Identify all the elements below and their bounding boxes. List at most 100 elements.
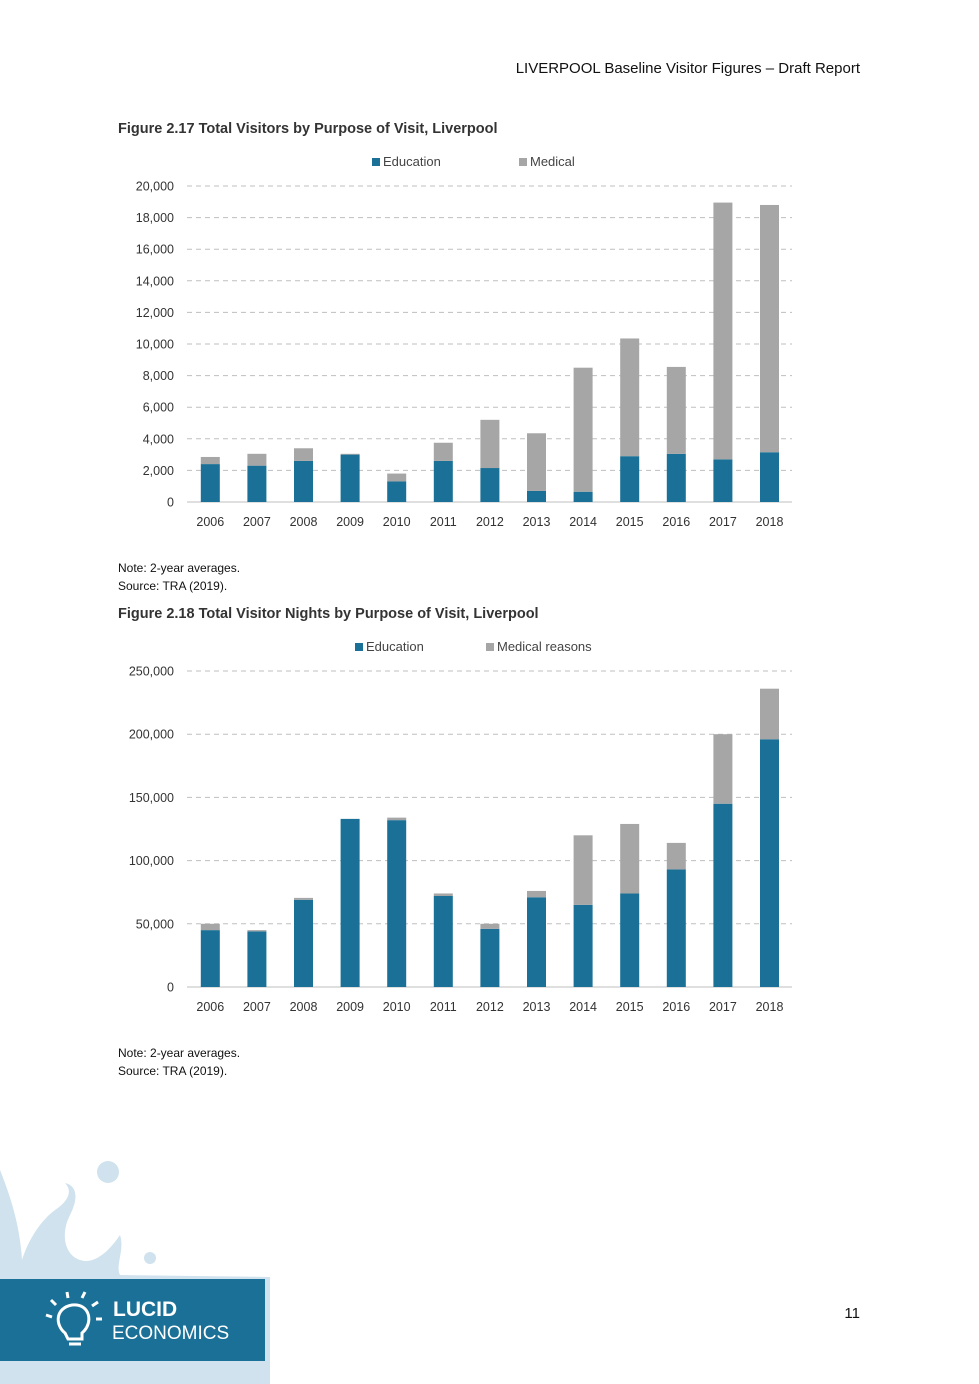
logo-band bbox=[0, 1279, 265, 1361]
x-tick-label: 2018 bbox=[756, 515, 784, 529]
x-tick-label: 2008 bbox=[290, 515, 318, 529]
x-tick-label: 2017 bbox=[709, 1000, 737, 1014]
bar-medical-2007 bbox=[247, 453, 267, 466]
legend-swatch bbox=[486, 643, 494, 651]
bar-medical-2018 bbox=[760, 204, 779, 453]
y-tick-label: 8,000 bbox=[143, 369, 174, 383]
y-tick-label: 18,000 bbox=[136, 211, 174, 225]
y-tick-label: 0 bbox=[167, 496, 174, 510]
y-tick-label: 14,000 bbox=[136, 274, 174, 288]
y-tick-label: 2,000 bbox=[143, 464, 174, 478]
bar-medical-reasons-2012 bbox=[480, 923, 500, 929]
legend-label: Education bbox=[366, 639, 424, 654]
bar-medical-reasons-2017 bbox=[713, 734, 733, 804]
legend-swatch bbox=[372, 158, 380, 166]
bar-medical-2006 bbox=[200, 456, 220, 465]
bar-education-2016 bbox=[666, 869, 686, 987]
bar-medical-reasons-2016 bbox=[666, 842, 686, 870]
x-tick-label: 2011 bbox=[430, 515, 457, 529]
y-tick-label: 20,000 bbox=[136, 180, 174, 194]
bar-medical-reasons-2006 bbox=[200, 923, 220, 931]
y-tick-label: 12,000 bbox=[136, 306, 174, 320]
y-tick-label: 250,000 bbox=[129, 665, 174, 679]
chart-visitors-note: Note: 2-year averages. bbox=[118, 561, 241, 575]
bar-education-2018 bbox=[760, 739, 779, 987]
y-tick-label: 10,000 bbox=[136, 338, 174, 352]
x-tick-label: 2010 bbox=[383, 515, 411, 529]
bar-education-2010 bbox=[387, 481, 407, 502]
x-tick-label: 2016 bbox=[662, 1000, 690, 1014]
bar-education-2009 bbox=[340, 818, 360, 987]
x-tick-label: 2016 bbox=[662, 515, 690, 529]
legend-swatch bbox=[355, 643, 363, 651]
bar-education-2017 bbox=[713, 459, 733, 502]
x-tick-label: 2014 bbox=[569, 1000, 597, 1014]
bar-education-2015 bbox=[620, 893, 640, 987]
x-tick-label: 2011 bbox=[430, 1000, 457, 1014]
report-header: LIVERPOOL Baseline Visitor Figures – Dra… bbox=[515, 60, 860, 77]
x-tick-label: 2014 bbox=[569, 515, 597, 529]
x-tick-label: 2012 bbox=[476, 515, 504, 529]
x-tick-label: 2010 bbox=[383, 1000, 411, 1014]
bar-medical-reasons-2007 bbox=[247, 930, 267, 932]
bar-medical-reasons-2014 bbox=[573, 835, 593, 905]
bar-medical-reasons-2013 bbox=[527, 890, 546, 898]
bar-education-2014 bbox=[573, 904, 593, 987]
x-tick-label: 2017 bbox=[709, 515, 737, 529]
bar-education-2007 bbox=[247, 931, 267, 987]
chart-nights-note-block: Note: 2-year averages. Source: TRA (2019… bbox=[118, 1044, 240, 1080]
bar-education-2018 bbox=[760, 452, 779, 502]
bar-education-2007 bbox=[247, 465, 267, 502]
bar-education-2014 bbox=[573, 491, 593, 502]
bar-medical-reasons-2010 bbox=[387, 817, 407, 821]
bar-education-2011 bbox=[433, 895, 453, 987]
x-tick-label: 2012 bbox=[476, 1000, 504, 1014]
bar-medical-reasons-2018 bbox=[760, 688, 779, 740]
x-tick-label: 2013 bbox=[523, 515, 551, 529]
bar-medical-2012 bbox=[480, 419, 500, 469]
x-tick-label: 2006 bbox=[196, 1000, 224, 1014]
chart-nights-source: Source: TRA (2019). bbox=[118, 1064, 228, 1078]
x-tick-label: 2009 bbox=[336, 515, 364, 529]
x-tick-label: 2008 bbox=[290, 1000, 318, 1014]
bar-medical-2010 bbox=[387, 473, 407, 482]
bar-medical-reasons-2015 bbox=[620, 823, 640, 894]
y-tick-label: 16,000 bbox=[136, 243, 174, 257]
bar-medical-2008 bbox=[294, 448, 313, 461]
chart-visitors-source: Source: TRA (2019). bbox=[118, 579, 228, 593]
bar-medical-2016 bbox=[666, 366, 686, 454]
bar-medical-2009 bbox=[340, 453, 360, 455]
bar-education-2006 bbox=[200, 464, 220, 502]
bar-medical-reasons-2008 bbox=[294, 897, 313, 900]
bar-medical-2015 bbox=[620, 338, 640, 457]
logo-text-economics: ECONOMICS bbox=[112, 1323, 229, 1344]
y-tick-label: 150,000 bbox=[129, 791, 174, 805]
x-tick-label: 2009 bbox=[336, 1000, 364, 1014]
legend-label: Medical reasons bbox=[497, 639, 592, 654]
bar-education-2012 bbox=[480, 928, 500, 987]
bar-education-2009 bbox=[340, 454, 360, 502]
bar-education-2010 bbox=[387, 820, 407, 987]
y-tick-label: 50,000 bbox=[136, 917, 174, 931]
legend-label: Medical bbox=[530, 154, 575, 169]
legend-swatch bbox=[519, 158, 527, 166]
bar-medical-reasons-2011 bbox=[433, 893, 453, 896]
bar-medical-2017 bbox=[713, 202, 733, 460]
x-tick-label: 2013 bbox=[523, 1000, 551, 1014]
bar-education-2012 bbox=[480, 468, 500, 502]
y-tick-label: 4,000 bbox=[143, 432, 174, 446]
chart-visitors: 0 2,000 4,000 6,000 8,000 10,000 12,000 14,000 1… bbox=[136, 154, 792, 529]
y-tick-label: 6,000 bbox=[143, 401, 174, 415]
page-number: 11 bbox=[844, 1305, 860, 1322]
bar-education-2008 bbox=[294, 460, 313, 502]
lightbulb-icon bbox=[45, 1291, 102, 1346]
x-tick-label: 2015 bbox=[616, 1000, 644, 1014]
x-tick-label: 2006 bbox=[196, 515, 224, 529]
x-tick-label: 2007 bbox=[243, 1000, 271, 1014]
bar-education-2008 bbox=[294, 899, 313, 987]
figure-title-visitors: Figure 2.17 Total Visitors by Purpose of… bbox=[118, 121, 498, 137]
bar-education-2011 bbox=[433, 460, 453, 502]
chart-visitor-nights: 0 50,000 100,000 150,000 200,000 250,000 2006 2… bbox=[129, 639, 792, 1014]
y-tick-label: 200,000 bbox=[129, 728, 174, 742]
x-tick-label: 2007 bbox=[243, 515, 271, 529]
